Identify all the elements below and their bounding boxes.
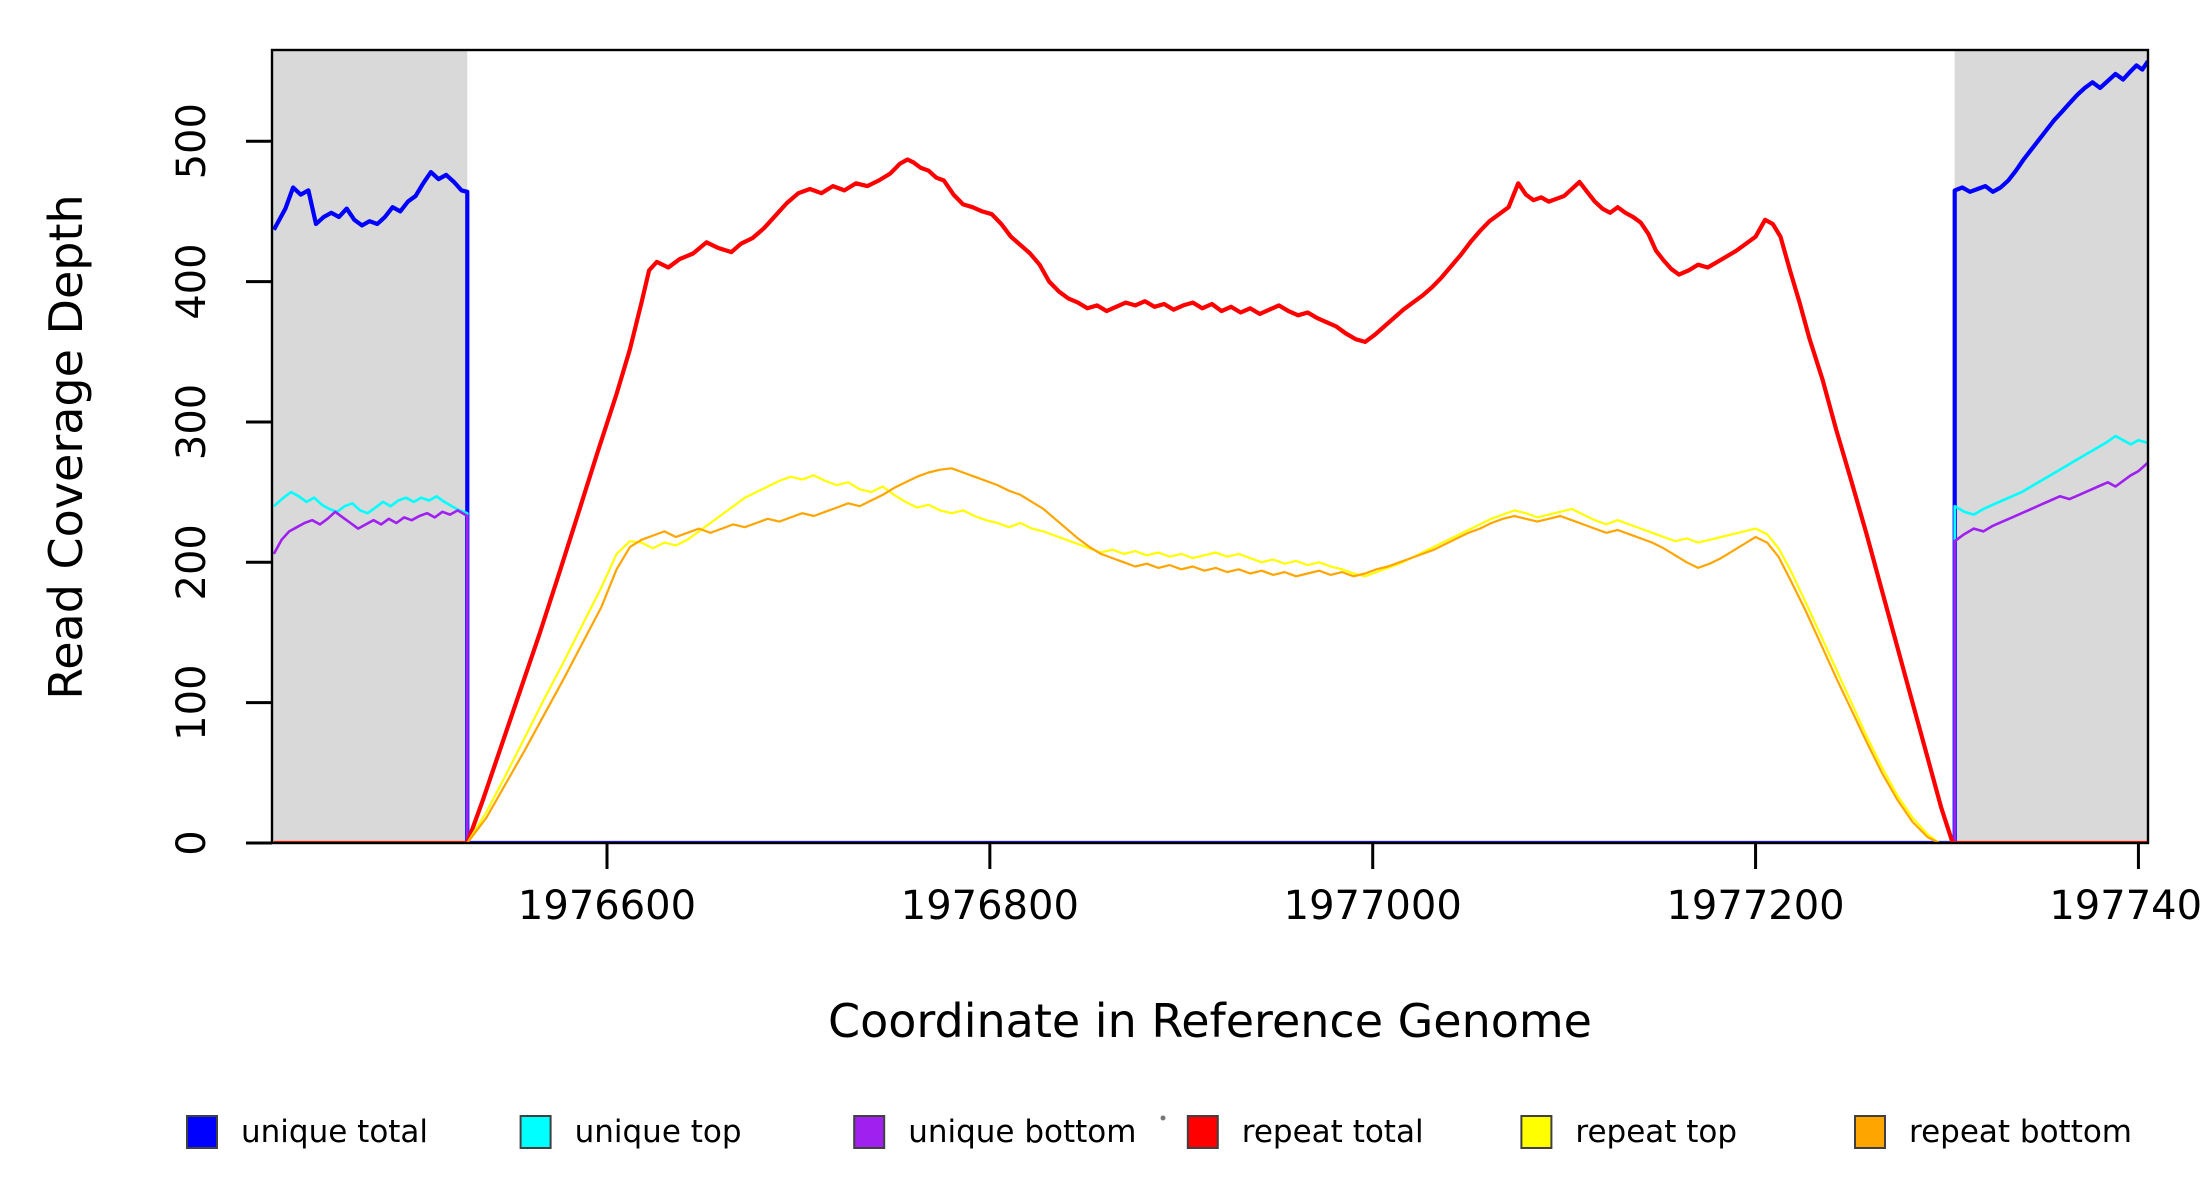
legend-item-unique-total: unique total [186,1114,428,1150]
y-tick-label: 0 [169,830,215,855]
shaded-regions [272,50,2148,843]
series-unique-total [272,60,2148,843]
series-repeat-top [273,474,2148,843]
legend-item-unique-bottom: unique bottom [853,1114,1136,1150]
y-tick-label: 200 [169,524,215,600]
y-axis: 0 100 200 300 400 500 [169,103,272,856]
legend-item-repeat-total: repeat total [1186,1114,1424,1150]
legend-label: repeat bottom [1909,1114,2132,1150]
legend-swatch [519,1115,552,1149]
legend-label: unique total [241,1114,428,1150]
shaded-region [1954,50,2148,843]
x-axis-title: Coordinate in Reference Genome [828,994,1592,1048]
legend-swatch [1854,1115,1886,1149]
legend: unique total unique top unique bottom repea… [186,1114,2132,1150]
legend-swatch [1186,1115,1219,1149]
legend-label: repeat total [1242,1114,1424,1150]
shaded-region [272,50,468,843]
legend-item-repeat-bottom: repeat bottom [1854,1114,2132,1150]
x-tick-label: 1977000 [1284,883,1462,929]
y-tick-label: 300 [169,384,215,460]
series-repeat-total [273,157,2148,843]
legend-swatch [1520,1115,1553,1149]
legend-item-unique-top: unique top [519,1114,742,1150]
series-lines [272,60,2148,843]
legend-item-repeat-top: repeat top [1520,1114,1737,1150]
series-unique-bottom [272,461,2148,843]
legend-label: unique bottom [908,1114,1136,1150]
x-tick-label: 1976600 [518,883,696,929]
stray-dot [1160,1115,1166,1121]
legend-label: repeat top [1575,1114,1737,1150]
x-tick-label: 1976800 [901,883,1079,929]
legend-label: unique top [575,1114,742,1150]
series-unique-top [273,434,2148,843]
x-tick-label: 1977200 [1666,883,1844,929]
series-repeat-bottom [273,467,2148,843]
y-tick-label: 500 [169,103,215,179]
y-tick-label: 100 [169,664,215,740]
legend-swatch [186,1115,218,1149]
y-tick-label: 400 [169,243,215,319]
plot-frame [270,48,2150,845]
y-axis-title: Read Coverage Depth [39,194,93,699]
legend-swatch [853,1115,886,1149]
